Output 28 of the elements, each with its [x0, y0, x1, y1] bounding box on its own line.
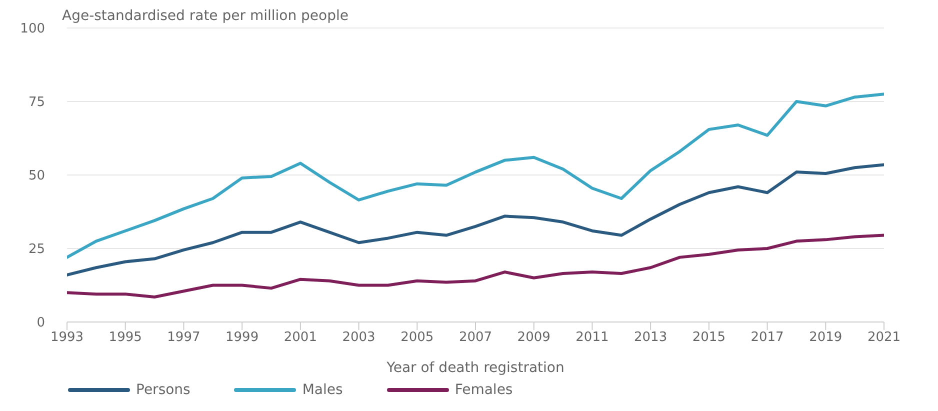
y-tick-label: 100 [20, 22, 45, 37]
legend-label: Females [454, 382, 513, 398]
y-axis-title: Age-standardised rate per million people [62, 8, 348, 24]
y-tick-label: 0 [36, 316, 45, 331]
x-tick-label: 2013 [634, 330, 668, 346]
x-tick-label: 2019 [809, 330, 842, 346]
x-tick-label: 2015 [692, 330, 726, 346]
y-tick-label: 75 [28, 95, 45, 110]
x-tick-label: 2011 [576, 330, 609, 346]
x-tick-label: 2017 [750, 330, 784, 346]
legend-label: Males [302, 382, 343, 398]
line-series [67, 92, 884, 259]
x-tick-label: 2003 [342, 330, 376, 346]
x-tick-label: 1999 [226, 330, 259, 346]
x-tick-label: 1995 [108, 330, 142, 346]
y-tick-label: 25 [28, 242, 45, 258]
x-tick-label: 1997 [167, 330, 200, 346]
x-axis-title: Year of death registration [386, 360, 564, 376]
x-tick-label: 1993 [50, 330, 84, 346]
x-tick-label: 2009 [517, 330, 550, 346]
x-tick-label: 2005 [400, 330, 434, 346]
x-tick-label: 2021 [867, 330, 901, 346]
legend-label: Persons [136, 382, 190, 398]
line-series [67, 163, 884, 276]
x-tick-label: 2007 [458, 330, 492, 346]
x-tick-label: 2001 [284, 330, 317, 346]
line-series [67, 234, 884, 299]
y-tick-label: 50 [28, 168, 45, 184]
